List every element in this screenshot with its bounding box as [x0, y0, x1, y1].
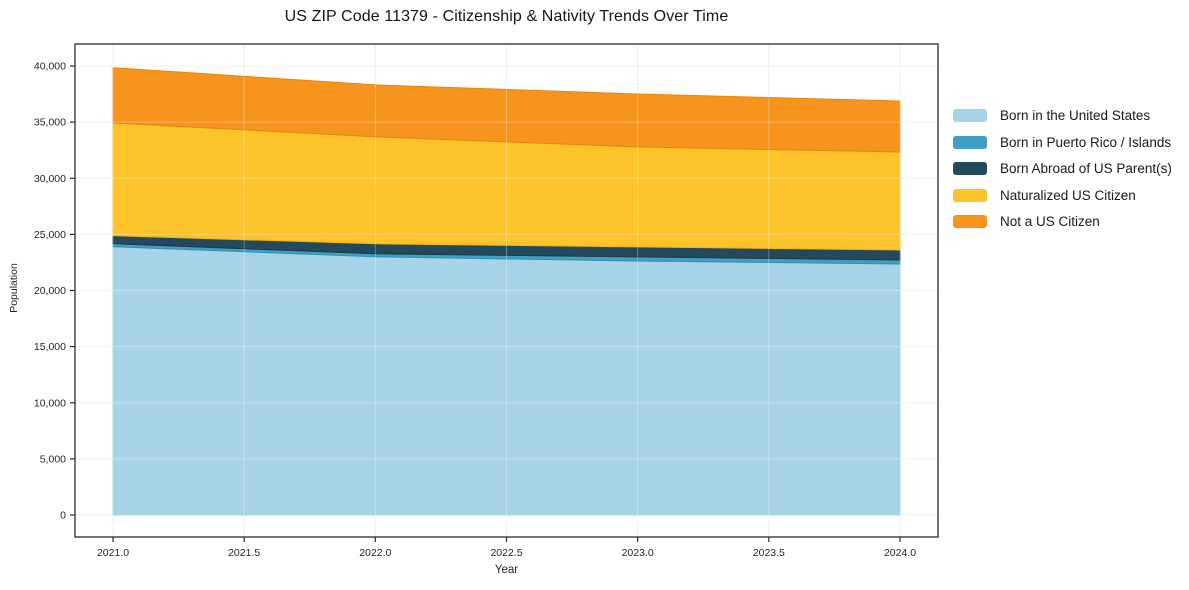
- y-tick-label: 15,000: [34, 341, 66, 353]
- x-tick-label: 2023.0: [622, 547, 654, 559]
- legend-label: Naturalized US Citizen: [1000, 187, 1136, 203]
- legend-swatch: [953, 109, 987, 123]
- legend-item-born-abroad-of-us-parent-s: Born Abroad of US Parent(s): [953, 162, 1172, 176]
- legend-item-born-in-the-united-states: Born in the United States: [953, 109, 1172, 123]
- x-axis-label: Year: [494, 564, 519, 576]
- legend-swatch: [953, 188, 987, 202]
- y-tick-label: 5,000: [40, 453, 66, 465]
- y-tick-label: 25,000: [34, 229, 66, 241]
- legend-item-not-a-us-citizen: Not a US Citizen: [953, 215, 1172, 229]
- legend-swatch: [953, 135, 987, 149]
- y-tick-label: 40,000: [34, 61, 66, 73]
- y-tick-label: 0: [60, 510, 66, 522]
- legend-item-born-in-puerto-rico-islands: Born in Puerto Rico / Islands: [953, 134, 1172, 150]
- x-tick-label: 2023.5: [753, 547, 785, 559]
- y-tick-label: 35,000: [34, 117, 66, 129]
- x-tick-label: 2022.5: [490, 547, 522, 559]
- x-tick-label: 2021.5: [228, 547, 260, 559]
- y-tick-label: 20,000: [34, 285, 66, 297]
- x-tick-label: 2021.0: [97, 547, 129, 559]
- legend: Born in the United States Born in Puerto …: [953, 109, 1172, 242]
- legend-swatch: [953, 215, 987, 229]
- y-axis-label: Population: [8, 263, 20, 313]
- legend-label: Not a US Citizen: [1000, 214, 1100, 229]
- legend-label: Born in the United States: [1000, 108, 1151, 123]
- x-tick-label: 2022.0: [359, 547, 391, 559]
- legend-swatch: [953, 162, 987, 176]
- legend-label: Born in Puerto Rico / Islands: [1000, 134, 1172, 150]
- area-not-a-us-citizen: [112, 67, 901, 153]
- legend-label: Born Abroad of US Parent(s): [1000, 161, 1172, 176]
- legend-item-naturalized-us-citizen: Naturalized US Citizen: [953, 187, 1172, 203]
- y-tick-label: 10,000: [34, 397, 66, 409]
- y-tick-label: 30,000: [34, 173, 66, 185]
- chart-title: US ZIP Code 11379 - Citizenship & Nativi…: [284, 8, 729, 25]
- x-tick-label: 2024.0: [884, 547, 916, 559]
